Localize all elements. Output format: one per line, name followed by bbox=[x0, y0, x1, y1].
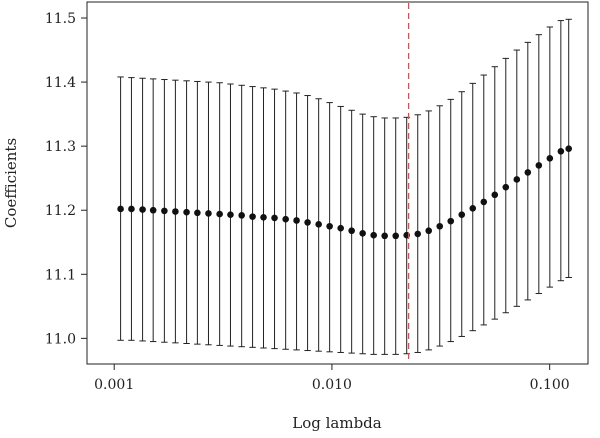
x-axis-label: Log lambda bbox=[292, 414, 382, 432]
data-point bbox=[172, 208, 179, 215]
x-tick-label: 0.010 bbox=[312, 377, 352, 393]
data-point bbox=[149, 206, 157, 214]
data-point bbox=[183, 208, 190, 216]
data-point bbox=[381, 232, 388, 240]
data-point bbox=[565, 145, 573, 153]
y-tick-label: 11.1 bbox=[45, 267, 76, 283]
data-point bbox=[304, 219, 311, 226]
data-point bbox=[348, 227, 355, 235]
data-point bbox=[128, 205, 135, 213]
y-tick-label: 11.3 bbox=[45, 139, 76, 155]
data-point bbox=[293, 217, 300, 224]
data-point bbox=[359, 229, 366, 237]
data-point bbox=[260, 213, 267, 221]
data-point bbox=[205, 210, 212, 217]
y-axis-label: Coefficients bbox=[2, 138, 20, 228]
data-point bbox=[326, 222, 333, 230]
data-point bbox=[458, 211, 466, 219]
data-point bbox=[117, 205, 124, 213]
data-point bbox=[370, 231, 377, 239]
data-point bbox=[238, 212, 245, 219]
data-point bbox=[502, 183, 510, 191]
data-point bbox=[216, 210, 223, 218]
plot-frame bbox=[86, 1, 589, 365]
errorbar-series bbox=[117, 18, 573, 355]
data-point bbox=[337, 224, 344, 232]
data-point bbox=[557, 147, 565, 155]
data-point bbox=[513, 176, 521, 183]
data-point bbox=[480, 198, 488, 206]
y-tick-label: 11.4 bbox=[45, 75, 76, 91]
data-point bbox=[282, 215, 289, 223]
x-tick-label: 0.100 bbox=[530, 377, 570, 393]
data-point bbox=[414, 230, 422, 238]
y-tick-label: 11.0 bbox=[45, 331, 76, 347]
y-axis: 11.0 11.1 11.2 11.3 11.4 11.5 bbox=[45, 11, 87, 347]
data-point bbox=[315, 221, 322, 228]
data-point bbox=[249, 213, 256, 220]
data-point bbox=[161, 207, 168, 215]
y-tick-label: 11.2 bbox=[45, 203, 76, 219]
data-point bbox=[524, 169, 532, 176]
x-tick-label: 0.001 bbox=[94, 377, 134, 393]
data-point bbox=[271, 214, 278, 222]
data-point bbox=[469, 205, 477, 212]
data-point bbox=[491, 191, 499, 199]
x-axis: 0.001 0.010 0.100 bbox=[94, 364, 570, 393]
data-point bbox=[436, 222, 444, 230]
data-point bbox=[535, 162, 543, 169]
data-point bbox=[227, 211, 234, 219]
data-point bbox=[392, 232, 400, 240]
data-point bbox=[546, 155, 554, 162]
y-tick-label: 11.5 bbox=[45, 11, 76, 27]
data-point bbox=[139, 206, 146, 213]
data-point bbox=[447, 217, 455, 225]
data-point bbox=[425, 227, 433, 235]
data-point bbox=[194, 209, 201, 217]
